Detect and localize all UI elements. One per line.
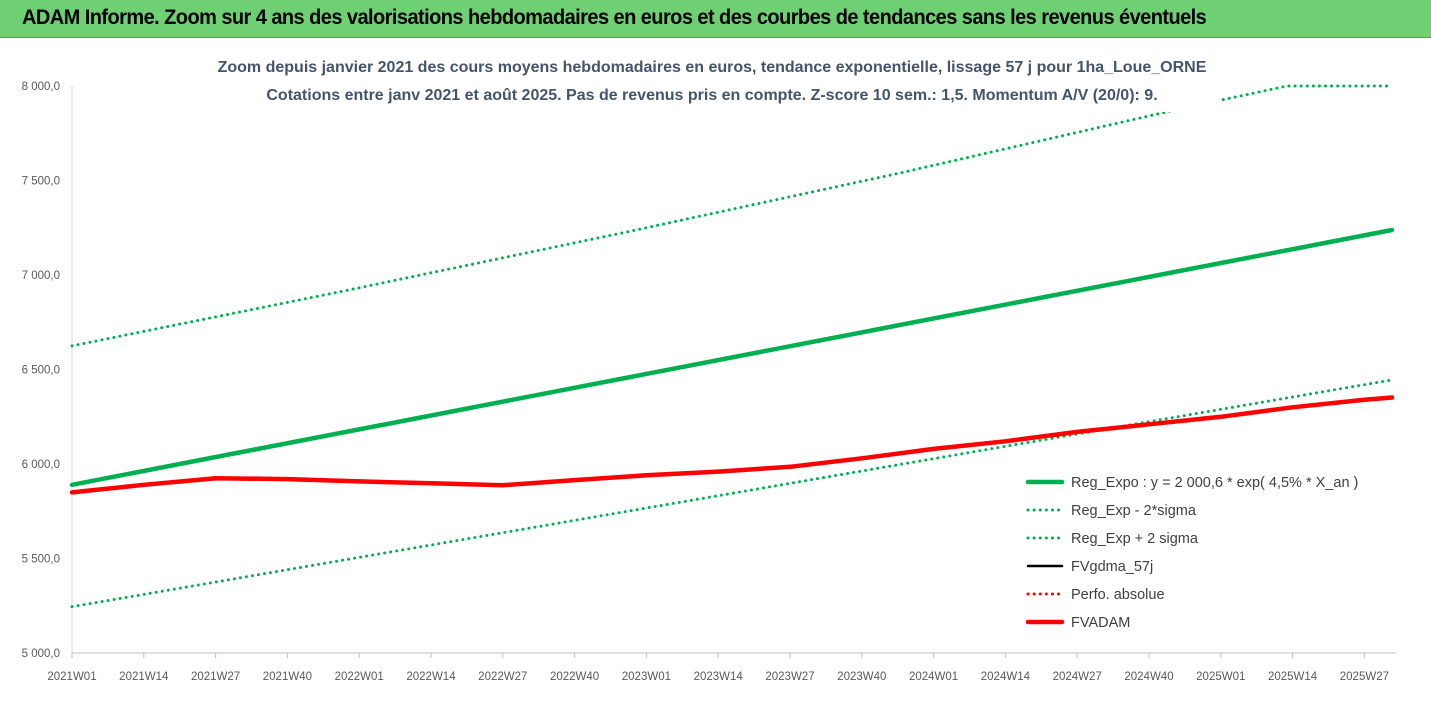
x-tick-label: 2024W27	[1053, 671, 1102, 683]
x-tick-label: 2023W14	[694, 671, 744, 683]
subtitle-background	[210, 52, 1220, 112]
series-line-1	[70, 378, 1394, 609]
x-tick-label: 2022W01	[335, 671, 384, 683]
series-line-0	[69, 227, 1395, 488]
y-tick-label: 8 000,0	[22, 81, 60, 93]
title-banner: ADAM Informe. Zoom sur 4 ans des valoris…	[0, 0, 1431, 38]
x-tick-label: 2023W27	[765, 671, 814, 683]
x-tick-label: 2023W01	[622, 671, 671, 683]
legend: Reg_Expo : y = 2 000,6 * exp( 4,5% * X_a…	[1025, 475, 1358, 631]
x-tick-label: 2024W01	[909, 671, 958, 683]
legend-label-0: Reg_Expo : y = 2 000,6 * exp( 4,5% * X_a…	[1071, 475, 1358, 491]
legend-label-5: FVADAM	[1071, 615, 1130, 631]
x-tick-label: 2024W40	[1124, 671, 1173, 683]
x-tick-label: 2022W27	[478, 671, 527, 683]
y-tick-label: 7 500,0	[22, 176, 60, 188]
x-tick-label: 2025W14	[1268, 671, 1318, 683]
y-tick-label: 7 000,0	[22, 270, 60, 282]
chart-title-line1: Zoom depuis janvier 2021 des cours moyen…	[218, 59, 1207, 76]
x-tick-label: 2023W40	[837, 671, 886, 683]
y-tick-label: 5 500,0	[22, 554, 60, 566]
legend-label-3: FVgdma_57j	[1071, 559, 1153, 575]
chart-area: 5 000,0 5 500,0 6 000,0 6 500,0 7 000,0 7 500…	[0, 38, 1431, 720]
series-line-2	[70, 84, 1394, 348]
x-tick-label: 2021W27	[191, 671, 240, 683]
chart-subtitle: Zoom depuis janvier 2021 des cours moyen…	[210, 52, 1220, 112]
y-tick-label: 6 000,0	[22, 459, 60, 471]
x-tick-label: 2021W40	[263, 671, 312, 683]
y-tick-label: 5 000,0	[22, 648, 60, 660]
x-tick-label: 2025W01	[1196, 671, 1245, 683]
y-tick-label: 6 500,0	[22, 365, 60, 377]
page-title: ADAM Informe. Zoom sur 4 ans des valoris…	[22, 5, 1207, 29]
x-tick-label: 2022W40	[550, 671, 599, 683]
x-tick-label: 2021W01	[47, 671, 96, 683]
legend-label-1: Reg_Exp - 2*sigma	[1071, 503, 1197, 519]
chart-title-line2: Cotations entre janv 2021 et août 2025. …	[266, 87, 1157, 104]
axes: 5 000,0 5 500,0 6 000,0 6 500,0 7 000,0 7 500…	[22, 81, 1396, 683]
x-tick-label: 2021W14	[119, 671, 169, 683]
x-tick-label: 2025W27	[1340, 671, 1389, 683]
plot-lines	[69, 84, 1395, 609]
x-tick-label: 2022W14	[406, 671, 456, 683]
line-chart: 5 000,0 5 500,0 6 000,0 6 500,0 7 000,0 7 500…	[22, 52, 1396, 683]
legend-label-2: Reg_Exp + 2 sigma	[1071, 531, 1199, 547]
series-line-4	[70, 396, 1394, 494]
legend-label-4: Perfo. absolue	[1071, 587, 1165, 603]
x-tick-label: 2024W14	[981, 671, 1031, 683]
